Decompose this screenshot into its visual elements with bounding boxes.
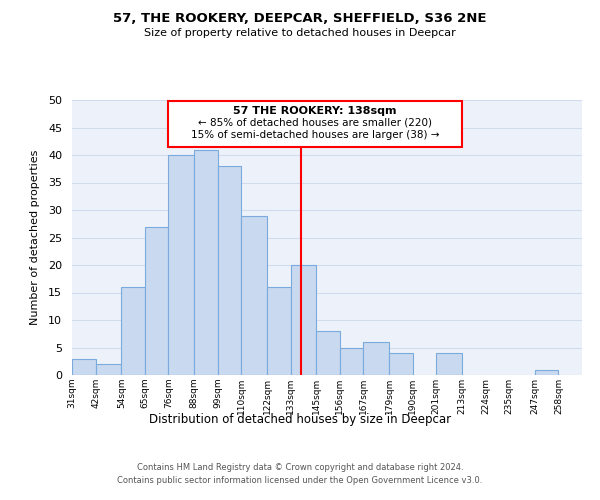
Bar <box>316 331 340 375</box>
Bar <box>389 353 413 375</box>
Bar <box>340 348 364 375</box>
Bar <box>241 216 267 375</box>
Bar <box>121 287 145 375</box>
Text: 57 THE ROOKERY: 138sqm: 57 THE ROOKERY: 138sqm <box>233 106 397 116</box>
Bar <box>145 226 169 375</box>
Text: Contains public sector information licensed under the Open Government Licence v3: Contains public sector information licen… <box>118 476 482 485</box>
Bar <box>290 265 316 375</box>
Text: ← 85% of detached houses are smaller (220): ← 85% of detached houses are smaller (22… <box>198 118 432 128</box>
Bar <box>364 342 389 375</box>
Bar <box>95 364 121 375</box>
Bar <box>194 150 218 375</box>
Bar <box>218 166 241 375</box>
Bar <box>535 370 559 375</box>
Y-axis label: Number of detached properties: Number of detached properties <box>30 150 40 325</box>
Text: 57, THE ROOKERY, DEEPCAR, SHEFFIELD, S36 2NE: 57, THE ROOKERY, DEEPCAR, SHEFFIELD, S36… <box>113 12 487 26</box>
Bar <box>72 358 95 375</box>
Bar <box>267 287 290 375</box>
FancyBboxPatch shape <box>169 101 462 147</box>
Bar <box>436 353 462 375</box>
Text: Size of property relative to detached houses in Deepcar: Size of property relative to detached ho… <box>144 28 456 38</box>
Bar <box>169 155 194 375</box>
Text: Distribution of detached houses by size in Deepcar: Distribution of detached houses by size … <box>149 412 451 426</box>
Text: Contains HM Land Registry data © Crown copyright and database right 2024.: Contains HM Land Registry data © Crown c… <box>137 462 463 471</box>
Text: 15% of semi-detached houses are larger (38) →: 15% of semi-detached houses are larger (… <box>191 130 439 140</box>
